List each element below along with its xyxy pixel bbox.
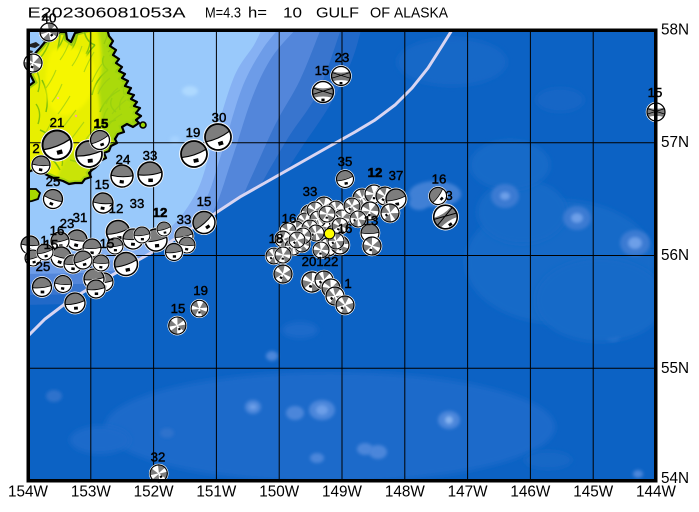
svg-text:54N: 54N [661,470,689,487]
svg-text:3: 3 [445,188,452,203]
svg-text:151W: 151W [196,483,237,500]
svg-text:15: 15 [95,177,110,192]
svg-text:32: 32 [151,450,166,465]
svg-text:58N: 58N [661,22,689,39]
svg-text:19: 19 [186,125,201,140]
svg-text:OF: OF [370,5,390,22]
svg-text:12: 12 [109,201,124,216]
svg-text:33: 33 [177,212,192,227]
svg-text:145W: 145W [573,483,614,500]
svg-text:33: 33 [143,148,158,163]
svg-text:15: 15 [100,236,115,251]
svg-text:56N: 56N [661,247,689,264]
svg-text:31: 31 [73,210,88,225]
svg-text:24: 24 [116,152,131,167]
svg-text:154W: 154W [8,483,49,500]
svg-text:15: 15 [315,63,330,78]
svg-text:55N: 55N [661,360,689,377]
svg-text:23: 23 [335,50,350,65]
svg-text:147W: 147W [448,483,489,500]
svg-text:M=4.3: M=4.3 [205,5,241,22]
svg-text:15: 15 [44,237,59,252]
svg-text:148W: 148W [385,483,426,500]
svg-text:21: 21 [50,115,65,130]
svg-text:10: 10 [283,5,302,22]
svg-text:15: 15 [94,116,109,131]
svg-text:144W: 144W [636,483,677,500]
svg-text:149W: 149W [322,483,363,500]
svg-text:30: 30 [212,110,227,125]
svg-text:16: 16 [50,223,65,238]
svg-text:16: 16 [338,221,353,236]
svg-text:25: 25 [46,174,61,189]
svg-text:19: 19 [193,283,208,298]
svg-text:16: 16 [432,172,447,187]
svg-text:18: 18 [269,231,284,246]
svg-text:h=: h= [248,5,267,22]
svg-text:12: 12 [368,165,383,180]
svg-text:13: 13 [364,213,379,228]
svg-text:57N: 57N [661,134,689,151]
svg-text:GULF: GULF [316,5,359,22]
svg-text:15: 15 [197,194,212,209]
svg-text:40: 40 [42,11,57,26]
svg-text:12: 12 [153,205,168,220]
svg-text:E202306081053A: E202306081053A [28,5,186,22]
svg-text:35: 35 [338,154,353,169]
svg-text:2: 2 [32,141,39,156]
svg-text:23: 23 [60,216,75,231]
svg-text:20122: 20122 [302,254,339,269]
svg-text:16: 16 [282,211,297,226]
svg-text:37: 37 [389,168,404,183]
svg-text:150W: 150W [259,483,300,500]
svg-text:33: 33 [303,184,318,199]
svg-text:153W: 153W [71,483,112,500]
svg-text:33: 33 [130,196,145,211]
svg-text:1: 1 [344,276,351,291]
svg-text:146W: 146W [510,483,551,500]
svg-text:152W: 152W [134,483,175,500]
svg-text:1: 1 [40,233,47,248]
svg-text:15: 15 [171,301,186,316]
svg-text:25: 25 [36,259,51,274]
svg-text:ALASKA: ALASKA [394,5,448,22]
